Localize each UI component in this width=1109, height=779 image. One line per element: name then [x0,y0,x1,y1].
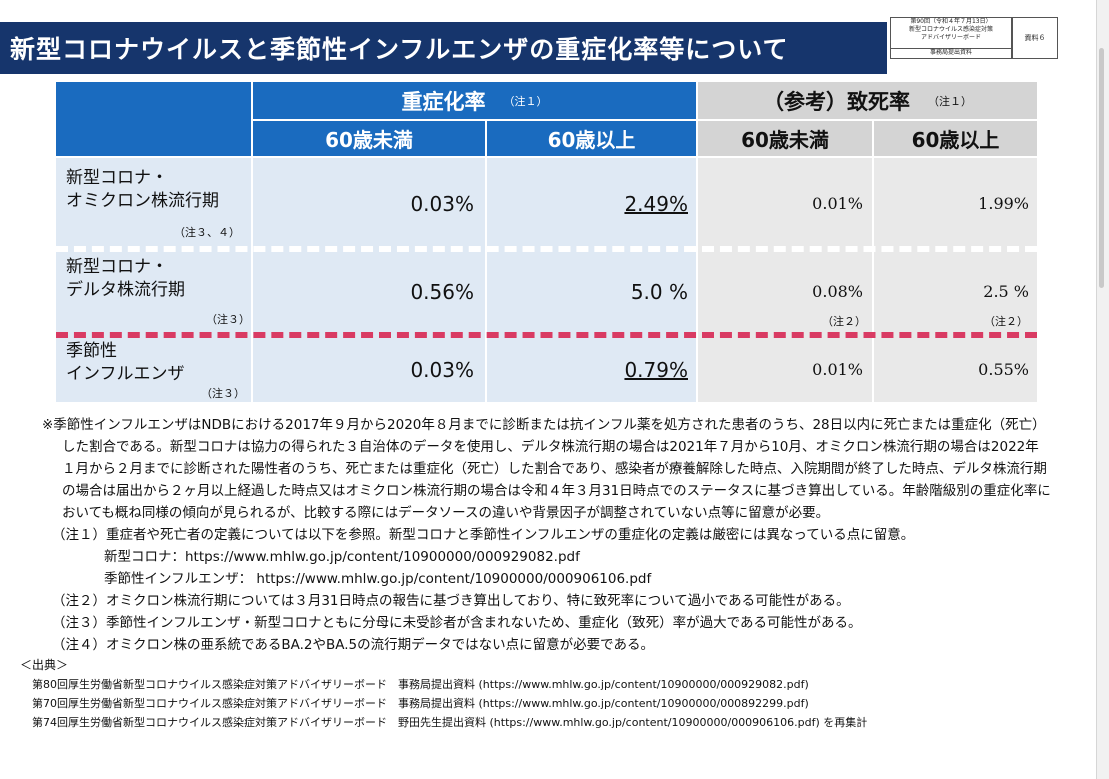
table-corner-cell [56,82,251,156]
column-header-label: 60歳未満 [325,128,413,152]
meeting-info-line: 第90回（令和４年７月13日） [910,18,992,25]
document-number-label: 資料６ [1012,17,1058,59]
scrollbar-thumb[interactable] [1099,48,1104,288]
fatality-under60-value: 0.01% [812,360,863,379]
column-header-severity-under60: 60歳未満 [253,121,485,156]
severity-under60-value: 0.03% [410,358,474,382]
column-divider [872,158,874,402]
row-label-line: オミクロン株流行期 [66,191,219,211]
fatality-over60-value: 1.99% [978,194,1029,213]
severity-body-bg [56,158,696,402]
note-4: （注４）オミクロン株の亜系統であるBA.2やBA.5の流行期データではない点に留… [52,637,655,653]
fatality-over60-value: 0.55% [978,360,1029,379]
row-label-line: デルタ株流行期 [66,280,185,300]
row-note: （注３、４） [174,226,240,239]
severity-group-label: 重症化率 [401,89,486,114]
fatality-over60-note: （注２） [984,315,1028,328]
meeting-info-box: 第90回（令和４年７月13日） 新型コロナウイルス感染症対策 アドバイザリーボー… [890,17,1012,59]
meeting-info-source: 事務局提出資料 [891,48,1011,58]
column-header-label: 60歳未満 [741,128,829,152]
page-title: 新型コロナウイルスと季節性インフルエンザの重症化率等について [10,35,789,64]
title-bar: 新型コロナウイルスと季節性インフルエンザの重症化率等について [0,22,887,74]
source-heading: ＜出典＞ [20,658,69,672]
fatality-under60-value: 0.01% [812,194,863,213]
main-note: ※季節性インフルエンザはNDBにおける2017年９月から2020年８月までに診断… [42,417,1051,521]
source-item[interactable]: 第74回厚生労働省新型コロナウイルス感染症対策アドバイザリーボード 野田先生提出… [32,716,868,729]
table-row-label: 新型コロナ・ デルタ株流行期 （注３） [56,252,251,332]
row-label-line: インフルエンザ [66,364,185,384]
fatality-under60-note: （注２） [822,315,866,328]
column-header-fatality-under60: 60歳未満 [698,121,872,156]
source-item[interactable]: 第80回厚生労働省新型コロナウイルス感染症対策アドバイザリーボード 事務局提出資… [32,678,809,691]
column-divider [251,158,253,402]
meeting-info-line: 新型コロナウイルス感染症対策 [908,26,993,33]
severity-under60-value: 0.56% [410,280,474,304]
column-header-label: 60歳以上 [911,128,1000,152]
column-header-fatality-over60: 60歳以上 [874,121,1037,156]
fatality-under60-value: 0.08% [812,282,863,301]
note-2: （注２）オミクロン株流行期については３月31日時点の報告に基づき算出しており、特… [52,593,850,609]
meeting-info-line: アドバイザリーボード [920,34,981,41]
fatality-group-note: （注１） [928,94,972,108]
severity-over60-value: 0.79% [624,358,688,382]
source-item[interactable]: 第70回厚生労働省新型コロナウイルス感染症対策アドバイザリーボード 事務局提出資… [32,697,809,710]
note-3: （注３）季節性インフルエンザ・新型コロナともに分母に未受診者が含まれないため、重… [52,615,862,631]
note-1-link-flu[interactable]: 季節性インフルエンザ： https://www.mhlw.go.jp/conte… [104,571,652,587]
severity-over60-value: 5.0 % [630,280,688,304]
row-note: （注３） [206,313,250,326]
row-separator-dashed-red [56,332,1037,338]
severity-fatality-table: 重症化率 （注１） （参考）致死率 （注１） 60歳未満 60歳以上 60歳未満… [56,82,1037,402]
fatality-body-bg [698,158,1037,402]
column-header-severity-over60: 60歳以上 [487,121,696,156]
column-header-label: 60歳以上 [547,128,636,152]
fatality-group-header: （参考）致死率 （注１） [698,82,1037,119]
table-row-label: 新型コロナ・ オミクロン株流行期 （注３、４） [56,158,251,246]
column-divider [485,158,487,402]
row-separator-dashed [56,246,1037,252]
table-row-label: 季節性 インフルエンザ （注３） [56,338,251,402]
note-1: （注１）重症者や死亡者の定義については以下を参照。新型コロナと季節性インフルエン… [52,527,915,543]
fatality-over60-value: 2.5 % [983,282,1029,301]
footnotes: ※季節性インフルエンザはNDBにおける2017年９月から2020年８月までに診断… [20,414,1052,732]
fatality-group-label: （参考）致死率 [763,89,910,114]
note-1-link-covid[interactable]: 新型コロナ：https://www.mhlw.go.jp/content/109… [104,549,580,565]
severity-group-header: 重症化率 （注１） [253,82,696,119]
severity-group-note: （注１） [503,94,548,108]
severity-over60-value: 2.49% [624,192,688,216]
row-note: （注３） [201,387,245,400]
row-label-line: 新型コロナ・ [66,168,168,188]
column-divider [696,158,698,402]
row-label-line: 新型コロナ・ [66,257,168,277]
row-label-line: 季節性 [66,341,117,361]
severity-under60-value: 0.03% [410,192,474,216]
